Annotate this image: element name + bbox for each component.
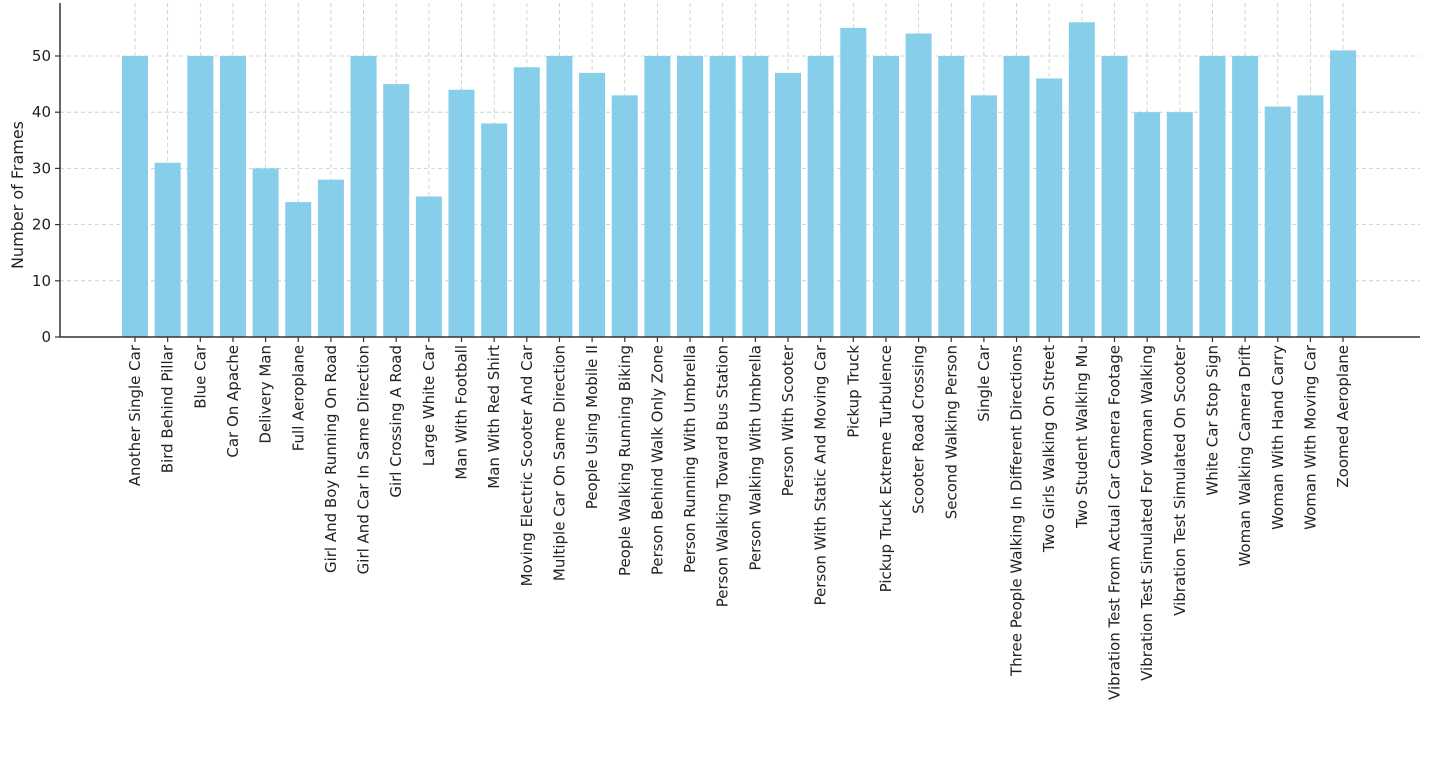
bar: [579, 72, 606, 338]
bar: [677, 56, 704, 337]
x-tick-label: Bird Behind Pillar: [159, 344, 177, 473]
x-tick-label: Three People Walking In Different Direct…: [1008, 345, 1026, 677]
x-tick-label: Two Student Walking Mu: [1073, 345, 1091, 529]
y-axis-label: Number of Frames: [8, 121, 27, 269]
x-tick-label: Delivery Man: [257, 345, 275, 444]
x-tick-label: Pickup Truck: [844, 345, 862, 438]
bar: [1166, 112, 1193, 337]
bar: [546, 56, 573, 337]
bar: [938, 56, 965, 337]
y-tick-label: 20: [32, 216, 51, 234]
bar: [187, 56, 214, 337]
x-tick-label: Person With Static And Moving Car: [812, 344, 830, 605]
bar: [1199, 56, 1226, 337]
x-tick-label: Full Aeroplane: [289, 345, 307, 451]
bar: [1232, 56, 1259, 337]
bar: [285, 202, 312, 337]
bar: [513, 67, 540, 338]
y-tick-label: 30: [32, 159, 51, 177]
bar: [1297, 95, 1324, 337]
bar: [1068, 22, 1095, 338]
x-tick-label: Single Car: [975, 344, 993, 422]
y-tick-label: 10: [32, 272, 51, 290]
x-tick-label: Large White Car: [420, 344, 438, 466]
x-tick-label: Woman With Hand Carry: [1269, 345, 1287, 530]
bar: [1264, 106, 1291, 337]
bar: [644, 56, 671, 337]
x-tick-label: Multiple Car On Same Direction: [550, 345, 568, 581]
x-tick-label: Person Walking Toward Bus Station: [714, 345, 732, 607]
bar: [1134, 112, 1161, 337]
bar: [1330, 50, 1357, 337]
bar: [742, 56, 769, 337]
bar: [807, 56, 834, 337]
x-tick-label: Scooter Road Crossing: [910, 345, 928, 514]
x-tick-label: Vibration Test Simulated On Scooter: [1171, 344, 1189, 616]
bar: [481, 123, 508, 337]
x-tick-label: Woman Walking Camera Drift: [1236, 345, 1254, 567]
y-axis-ticks: 0 10 20 30 40 50: [32, 47, 60, 346]
x-tick-label: Moving Electric Scooter And Car: [518, 344, 536, 586]
bar: [872, 56, 899, 337]
bar: [1036, 78, 1063, 337]
x-tick-label: Another Single Car: [126, 344, 144, 486]
bar: [317, 179, 344, 337]
x-tick-label: Two Girls Walking On Street: [1040, 345, 1058, 553]
bar: [154, 162, 181, 337]
x-tick-label: Pickup Truck Extreme Turbulence: [877, 345, 895, 592]
bar: [709, 56, 736, 337]
x-tick-label: Person Walking With Umbrella: [746, 345, 764, 571]
x-axis-ticks: Another Single Car Bird Behind Pillar Blue…: [126, 337, 1352, 700]
bar: [122, 56, 148, 337]
bar: [840, 27, 867, 338]
x-tick-label: Person With Scooter: [779, 344, 797, 496]
x-tick-label: Second Walking Person: [942, 345, 960, 519]
x-tick-label: Girl Crossing A Road: [387, 345, 405, 498]
y-tick-label: 40: [32, 103, 51, 121]
bar: [775, 72, 801, 338]
bar: [970, 95, 997, 337]
bar: [448, 89, 475, 337]
y-tick-label: 0: [41, 328, 51, 346]
x-tick-label: Car On Apache: [224, 345, 242, 458]
x-tick-label: Girl And Car In Same Direction: [355, 345, 373, 574]
x-tick-label: Person Running With Umbrella: [681, 345, 699, 573]
bar: [1003, 56, 1030, 337]
x-tick-label: Girl And Boy Running On Road: [322, 345, 340, 573]
x-tick-label: People Walking Running Biking: [616, 345, 634, 576]
bar: [219, 56, 246, 337]
x-tick-label: White Car Stop Sign: [1203, 345, 1221, 496]
bar: [383, 84, 410, 337]
x-tick-label: Man With Football: [453, 345, 471, 480]
y-tick-label: 50: [32, 47, 51, 65]
bar: [415, 196, 442, 337]
x-tick-label: Vibration Test Simulated For Woman Walki…: [1138, 345, 1156, 681]
bar: [1101, 56, 1128, 337]
x-tick-label: Vibration Test From Actual Car Camera Fo…: [1106, 345, 1124, 700]
x-tick-label: Person Behind Walk Only Zone: [648, 345, 666, 575]
x-tick-label: Woman With Moving Car: [1301, 344, 1319, 530]
bar: [252, 168, 279, 337]
x-tick-label: Zoomed Aeroplane: [1334, 345, 1352, 488]
bar: [350, 56, 377, 337]
x-tick-label: Blue Car: [191, 344, 209, 409]
bar: [611, 95, 638, 337]
x-tick-label: People Using Mobile II: [583, 345, 601, 509]
x-tick-label: Man With Red Shirt: [485, 345, 503, 489]
bars: [122, 22, 1357, 338]
bar: [905, 33, 932, 338]
